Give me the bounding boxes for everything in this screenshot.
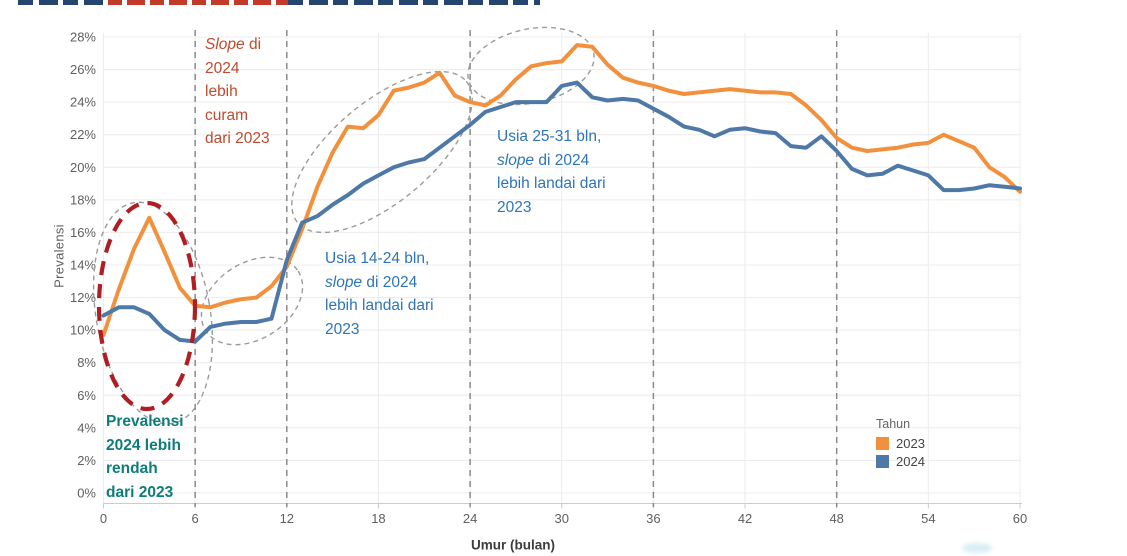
legend-title: Tahun xyxy=(876,417,911,431)
axis-tick-labels: 0% 2% 4% 6% 8% 10% 12% 14% 16% 18% 20% 22% 24% 26% 28%… xyxy=(70,30,1027,527)
svg-text:18: 18 xyxy=(371,511,385,526)
cropped-title-red-fragment xyxy=(108,0,288,5)
legend-label: 2024 xyxy=(896,454,925,469)
svg-text:28%: 28% xyxy=(70,30,96,45)
svg-text:10%: 10% xyxy=(70,323,96,338)
svg-text:36: 36 xyxy=(646,511,660,526)
legend-items: 2023 2024 xyxy=(876,436,925,469)
svg-text:0%: 0% xyxy=(77,486,96,501)
svg-text:14%: 14% xyxy=(70,258,96,273)
svg-text:0: 0 xyxy=(100,511,107,526)
svg-text:54: 54 xyxy=(921,511,935,526)
series-2023-line[interactable] xyxy=(101,43,1022,337)
emphasis-ellipse xyxy=(96,200,198,412)
svg-text:42: 42 xyxy=(738,511,752,526)
svg-text:2%: 2% xyxy=(77,453,96,468)
legend-swatch-2024 xyxy=(876,455,889,468)
svg-text:24: 24 xyxy=(463,511,477,526)
legend-item-2024[interactable]: 2024 xyxy=(876,454,925,469)
gray-ellipse-0-6 xyxy=(92,201,214,425)
annotation-usia-25-31: Usia 25-31 bln, slope di 2024 lebih landai… xyxy=(497,128,606,216)
gray-ellipse-25-31 xyxy=(467,26,595,106)
annotation-slope-2024-curam: Slope di 2024 lebih curam dari 2023 xyxy=(205,36,270,147)
series-2024-line[interactable] xyxy=(101,80,1022,344)
legend-swatch-2023 xyxy=(876,437,889,450)
x-axis xyxy=(103,503,1022,509)
red-ellipse-0-6 xyxy=(96,200,198,412)
svg-text:26%: 26% xyxy=(70,62,96,77)
svg-text:20%: 20% xyxy=(70,160,96,175)
watermark-smudge xyxy=(962,543,992,553)
svg-text:8%: 8% xyxy=(77,355,96,370)
legend-item-2023[interactable]: 2023 xyxy=(876,436,925,451)
svg-text:18%: 18% xyxy=(70,192,96,207)
svg-text:16%: 16% xyxy=(70,225,96,240)
svg-text:4%: 4% xyxy=(77,420,96,435)
svg-text:30: 30 xyxy=(555,511,569,526)
gray-ellipse-9-13 xyxy=(200,256,304,346)
svg-text:48: 48 xyxy=(829,511,843,526)
legend-label: 2023 xyxy=(896,436,925,451)
legend: Tahun 2023 2024 xyxy=(876,417,925,469)
y-axis-title: Prevalensi xyxy=(51,224,67,288)
cropped-title-fragment xyxy=(18,0,540,5)
svg-text:24%: 24% xyxy=(70,95,96,110)
annotation-usia-14-24: Usia 14-24 bln, slope di 2024 lebih landai… xyxy=(325,250,434,338)
svg-text:60: 60 xyxy=(1013,511,1027,526)
svg-text:6: 6 xyxy=(192,511,199,526)
series-lines xyxy=(101,43,1022,344)
svg-text:6%: 6% xyxy=(77,388,96,403)
gray-ellipse-13-24 xyxy=(291,70,473,234)
svg-text:12%: 12% xyxy=(70,290,96,305)
annotation-prevalensi-2024-rendah: Prevalensi 2024 lebih rendah dari 2023 xyxy=(106,413,184,501)
svg-text:22%: 22% xyxy=(70,127,96,142)
highlight-ellipses xyxy=(92,26,595,425)
x-axis-title: Umur (bulan) xyxy=(471,537,555,553)
svg-text:12: 12 xyxy=(280,511,294,526)
